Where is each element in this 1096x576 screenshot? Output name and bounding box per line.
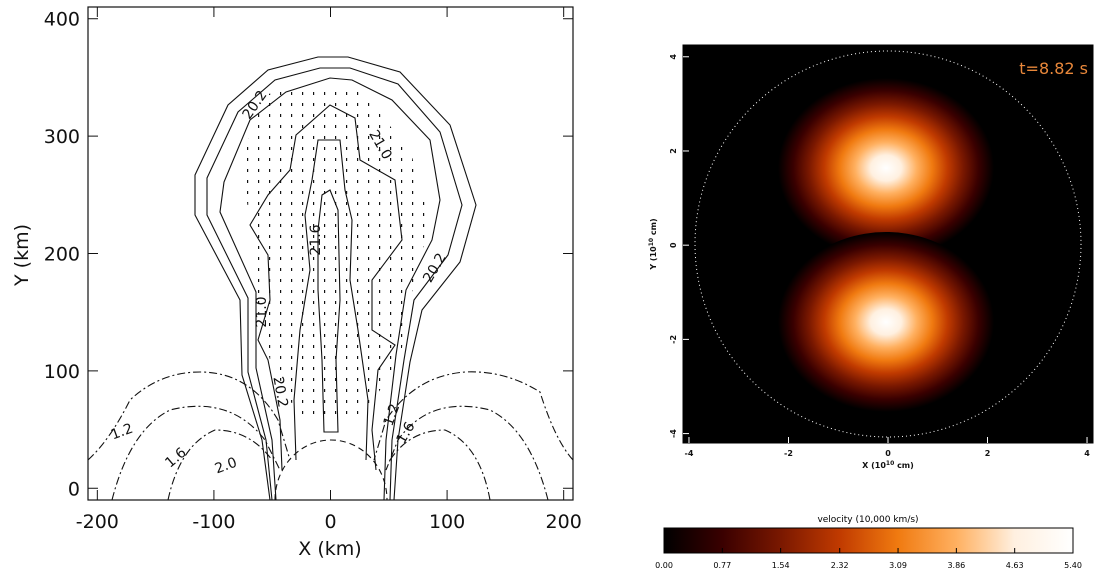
contour: [194, 56, 477, 500]
x-tick-label: -100: [192, 511, 235, 533]
y-axis-label: Y (1010 cm): [648, 218, 659, 270]
x-tick-label: 200: [546, 511, 582, 533]
x-tick-label: 100: [429, 511, 465, 533]
colorbar-label: velocity (10,000 km/s): [817, 515, 918, 525]
y-axis-label-part: 10: [648, 238, 655, 246]
y-tick-label: 0: [669, 242, 678, 248]
y-tick-label: 100: [44, 361, 80, 383]
contour: [317, 189, 341, 433]
contour: [373, 371, 573, 461]
colorbar-tick-label: 0.77: [713, 561, 731, 570]
colorbar-tick-label: 3.09: [889, 561, 907, 570]
x-axis-label: X (km): [298, 538, 361, 560]
x-tick-label: -2: [784, 449, 793, 458]
x-axis-label-part: cm): [894, 461, 914, 470]
colorbar-tick-label: 3.86: [947, 561, 965, 570]
contour: [385, 405, 549, 500]
contour: [249, 104, 403, 471]
contour: [206, 67, 463, 500]
contour-label: 20.2: [269, 375, 290, 408]
contour-label: 1.2: [381, 402, 404, 428]
contour: [219, 77, 441, 500]
y-tick-label: -4: [669, 429, 678, 438]
contour: [88, 371, 291, 461]
x-tick-label: 4: [1084, 449, 1090, 458]
contour: [389, 429, 491, 500]
lobe: [778, 78, 994, 258]
y-tick-label: 400: [44, 9, 80, 31]
x-tick-label: 2: [985, 449, 991, 458]
colorbar-tick-label: 1.54: [772, 561, 790, 570]
x-tick-label: -4: [685, 449, 694, 458]
colorbar: [663, 527, 1074, 554]
x-tick-label: -200: [76, 511, 119, 533]
x-tick-label: 0: [885, 449, 891, 458]
y-tick-label: 200: [44, 244, 80, 266]
y-tick-label: 2: [669, 148, 678, 154]
boundary-circle: [694, 50, 1082, 438]
y-tick-label: 4: [669, 54, 678, 60]
colorbar-tick-label: 0.00: [655, 561, 673, 570]
contour-label: 21.6: [308, 224, 324, 255]
vector-field: [240, 85, 430, 420]
contour: [293, 139, 369, 461]
y-axis-label: Y (km): [11, 224, 33, 287]
colorbar-tick-label: 5.40: [1064, 561, 1082, 570]
y-axis-label-part: cm): [649, 218, 658, 238]
x-axis-label-part: X (10: [862, 461, 886, 470]
contour: [111, 405, 281, 500]
contour-label: 2.0: [213, 455, 239, 478]
contour-label: 1.6: [162, 445, 189, 472]
y-tick-label: 0: [68, 478, 80, 500]
y-tick-label: 300: [44, 126, 80, 148]
x-axis-label: X (1010 cm): [862, 460, 914, 471]
y-tick-label: -2: [669, 335, 678, 344]
time-annotation: t=8.82 s: [1019, 59, 1088, 78]
contour-label: 21.0: [254, 296, 270, 327]
x-axis-label-part: 10: [886, 460, 894, 467]
contour-label: 1.2: [109, 421, 135, 444]
contour-panel: [88, 56, 573, 500]
heatmap: [694, 50, 1082, 438]
colorbar-tick-label: 4.63: [1006, 561, 1024, 570]
y-axis-label-part: Y (10: [649, 246, 658, 271]
contour: [274, 439, 388, 500]
x-tick-label: 0: [324, 511, 336, 533]
colorbar-tick-label: 2.32: [831, 561, 849, 570]
contour: [167, 429, 273, 500]
lobe: [778, 232, 994, 412]
